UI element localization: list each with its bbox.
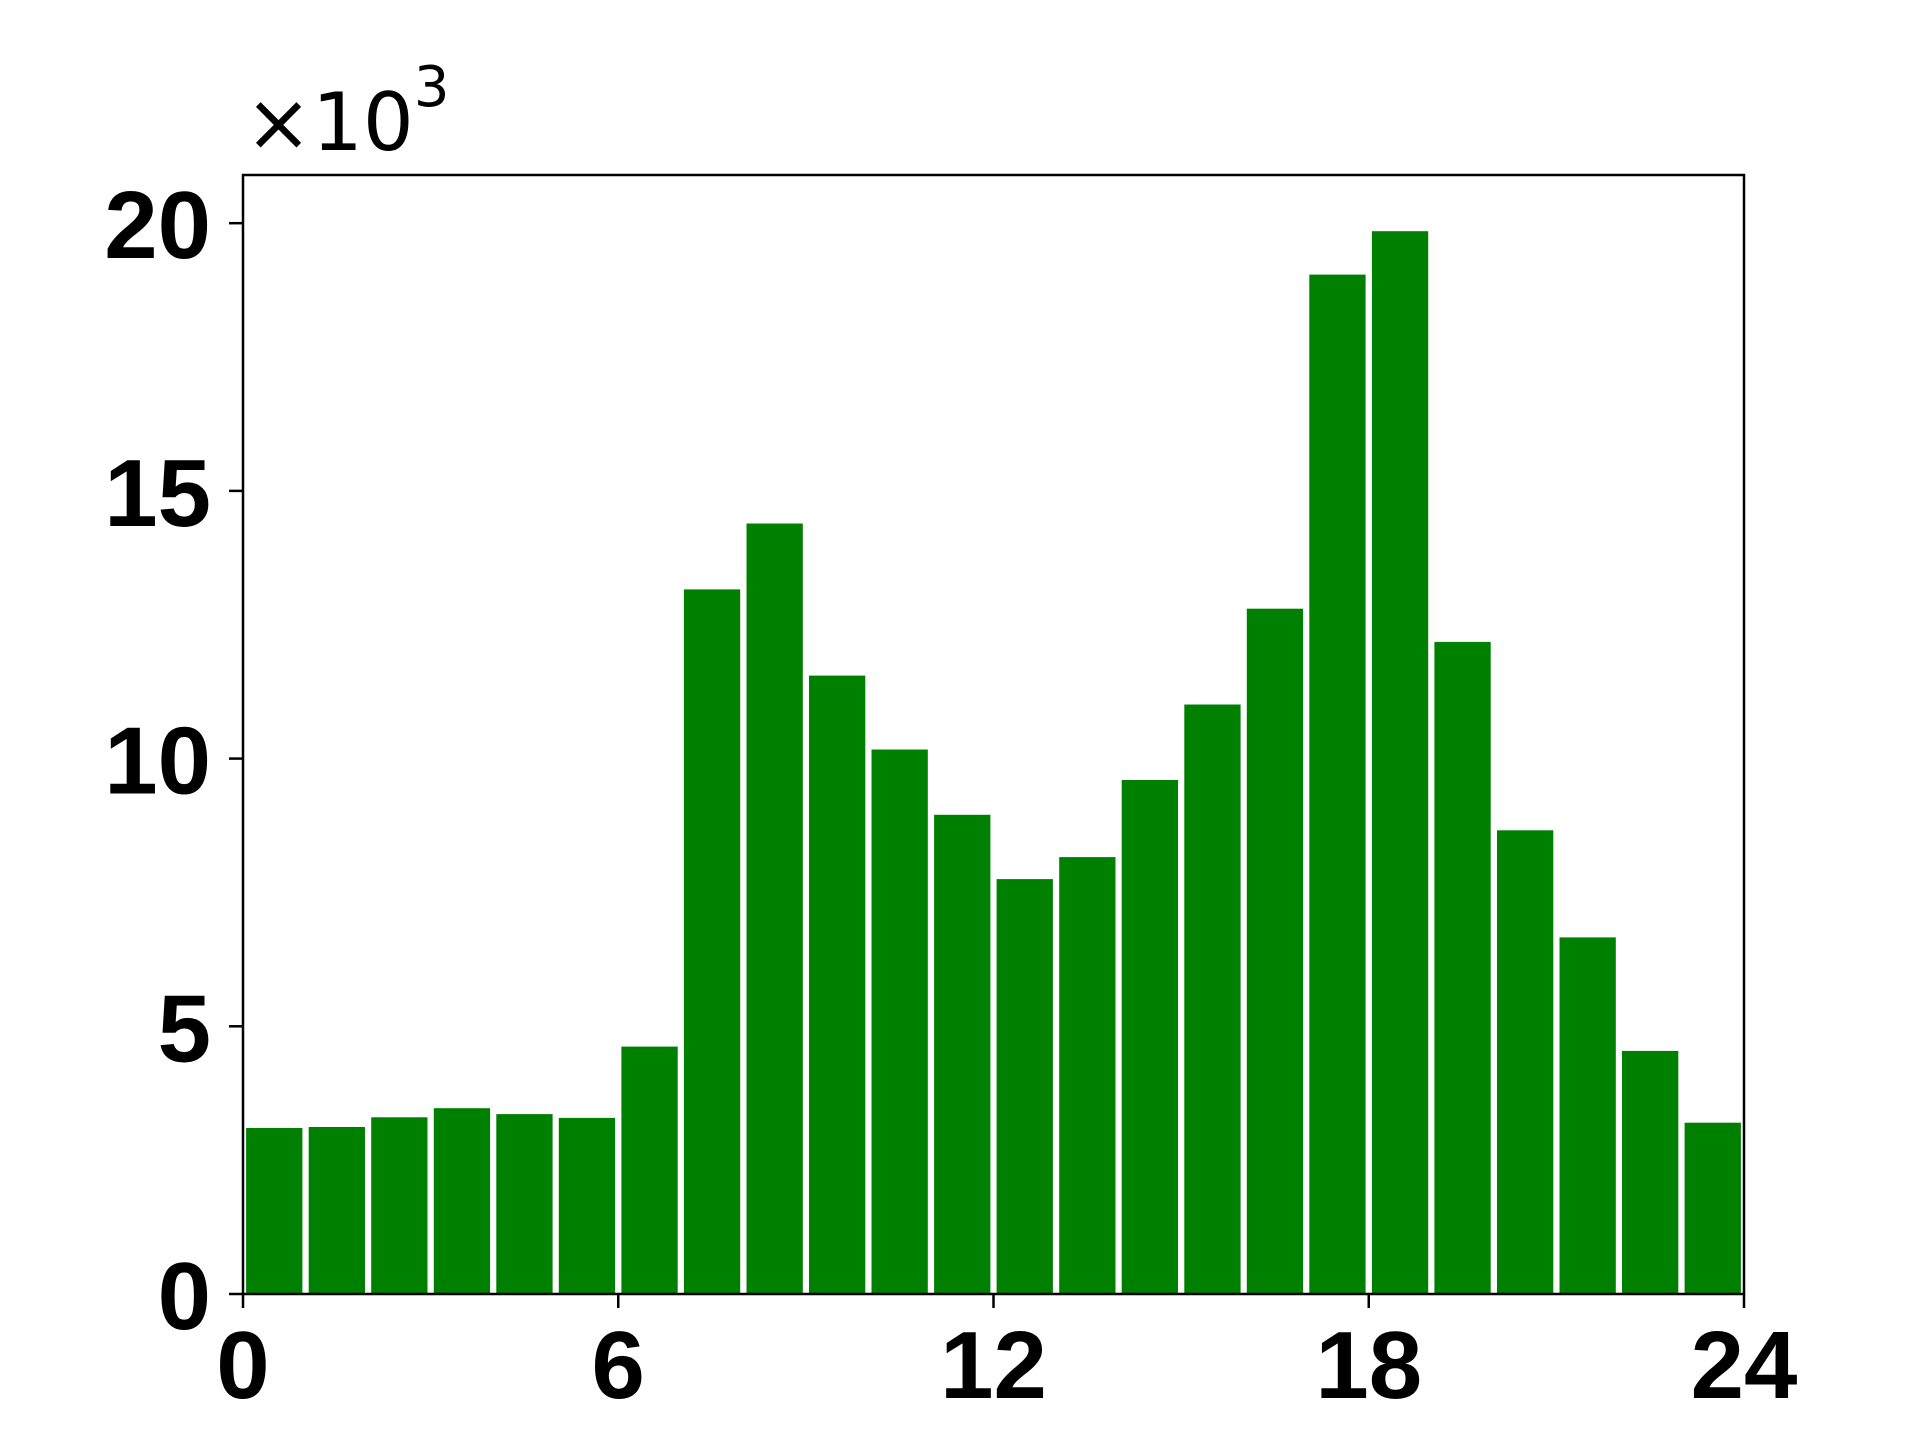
bar-2 [371, 1117, 428, 1294]
y-tick-label: 15 [104, 440, 211, 547]
y-tick-label: 10 [104, 708, 211, 815]
bar-8 [746, 523, 803, 1294]
y-tick-label: 20 [104, 172, 211, 279]
bar-1 [308, 1127, 365, 1294]
bar-21 [1559, 937, 1616, 1294]
bar-11 [934, 814, 991, 1294]
bar-0 [246, 1128, 303, 1294]
y-multiplier-exponent: 3 [414, 55, 450, 120]
y-multiplier-base: ×10 [245, 76, 414, 169]
bar-13 [1059, 857, 1116, 1294]
bar-14 [1121, 780, 1178, 1294]
x-tick-label: 6 [592, 1312, 645, 1419]
bar-3 [433, 1108, 491, 1294]
y-tick-label: 5 [158, 975, 211, 1082]
bar-9 [809, 675, 866, 1294]
bar-16 [1246, 608, 1304, 1294]
x-tick-label: 12 [940, 1312, 1047, 1419]
y-axis-ticks: 0 5 10 15 20 [104, 172, 243, 1350]
bar-4 [496, 1114, 553, 1294]
y-tick-label: 0 [158, 1243, 211, 1350]
bar-12 [996, 879, 1053, 1294]
bar-22 [1622, 1050, 1679, 1294]
x-tick-label: 24 [1691, 1312, 1798, 1419]
bar-17 [1309, 274, 1366, 1295]
x-tick-label: 0 [216, 1312, 269, 1419]
bar-10 [871, 749, 928, 1294]
bar-5 [558, 1117, 616, 1294]
bar-6 [621, 1046, 678, 1294]
x-tick-label: 18 [1315, 1312, 1422, 1419]
bar-18 [1371, 231, 1429, 1295]
bar-23 [1684, 1122, 1741, 1294]
bar-20 [1497, 830, 1554, 1294]
bars-group [246, 231, 1741, 1295]
bar-7 [683, 589, 741, 1294]
y-axis-multiplier: ×103 [245, 55, 449, 169]
x-axis-ticks: 0 6 12 18 24 [216, 1294, 1797, 1419]
bar-15 [1184, 704, 1241, 1294]
bar-19 [1434, 641, 1491, 1294]
